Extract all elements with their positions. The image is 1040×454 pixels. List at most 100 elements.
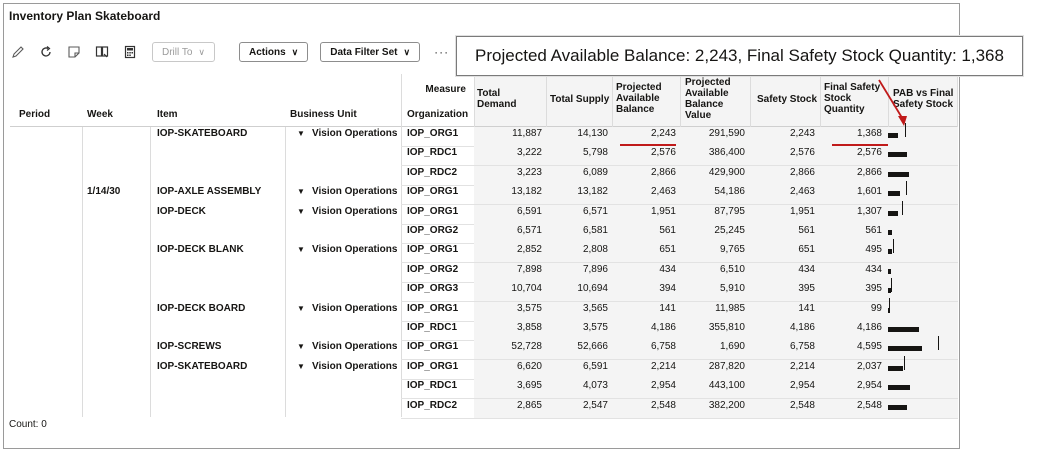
total-supply-cell: 6,089 [582, 167, 608, 178]
final-safety-stock-cell: 2,548 [856, 400, 882, 411]
item-cell [157, 376, 283, 395]
final-safety-stock-cell: 2,576 [856, 147, 882, 158]
table-row[interactable]: IOP-DECK BLANK IOP_ORG1 2,852 2,808 651 9,765… [10, 239, 958, 263]
organization-cell: IOP_ORG1 [407, 361, 459, 372]
header-divider [10, 126, 958, 127]
pab-cell: 2,214 [650, 361, 676, 372]
final-safety-stock-cell: 4,595 [856, 341, 882, 352]
refresh-icon[interactable] [38, 44, 54, 60]
expand-chevron-icon[interactable]: ▼ [297, 129, 305, 138]
col-business-unit[interactable]: Business Unit [290, 109, 357, 120]
col-pab[interactable]: Projected Available Balance [616, 82, 662, 115]
expand-chevron-icon[interactable]: ▼ [297, 245, 305, 254]
note-icon[interactable] [66, 44, 82, 60]
table-row[interactable]: IOP_RDC1 3,222 5,798 2,576 386,400 2,576 2,576 [10, 146, 958, 166]
col-final-safety-stock[interactable]: Final Safety Stock Quantity [824, 82, 881, 115]
total-supply-cell: 52,666 [577, 341, 608, 352]
pab-value-cell: 382,200 [708, 400, 745, 411]
col-divider [150, 127, 151, 417]
col-period[interactable]: Period [19, 109, 51, 120]
calculator-icon[interactable] [122, 44, 138, 60]
item-cell: IOP-DECK BOARD [157, 303, 246, 314]
total-demand-cell: 52,728 [511, 341, 542, 352]
pab-value-cell: 287,820 [708, 361, 745, 372]
more-actions-icon[interactable]: ··· [434, 45, 450, 59]
final-safety-stock-cell: 561 [865, 225, 882, 236]
col-organization[interactable]: Organization [407, 109, 469, 120]
week-cell [87, 357, 147, 376]
safety-stock-cell: 395 [798, 283, 815, 294]
col-divider [82, 127, 83, 417]
final-safety-stock-cell: 1,601 [856, 186, 882, 197]
final-safety-stock-cell: 99 [870, 303, 882, 314]
final-safety-bar [888, 211, 898, 216]
safety-stock-cell: 2,576 [789, 147, 815, 158]
col-pab-vs-final[interactable]: PAB vs Final Safety Stock [893, 88, 954, 110]
organization-cell: IOP_ORG1 [407, 303, 459, 314]
business-unit-cell: Vision Operations [312, 341, 398, 352]
chevron-down-icon: ∨ [291, 46, 299, 57]
drill-to-label: Drill To [162, 46, 193, 58]
organization-cell: IOP_ORG1 [407, 341, 459, 352]
final-safety-bar [888, 269, 891, 274]
table-row[interactable]: 1/14/30 IOP-AXLE ASSEMBLY IOP_ORG1 13,182 13… [10, 181, 958, 205]
week-cell [87, 260, 147, 279]
pab-value-cell: 355,810 [708, 322, 745, 333]
toolbar: Drill To ∨ Actions ∨ Data Filter Set ∨ ··· [10, 42, 449, 62]
final-safety-stock-cell: 2,866 [856, 167, 882, 178]
expand-chevron-icon[interactable]: ▼ [297, 304, 305, 313]
table-row[interactable]: IOP-SCREWS IOP_ORG1 52,728 52,666 6,758 1,690… [10, 336, 958, 360]
week-cell [87, 318, 147, 337]
business-unit-cell: Vision Operations [312, 206, 398, 217]
table-row[interactable]: IOP_RDC1 3,695 4,073 2,954 443,100 2,954 2,954 [10, 376, 958, 399]
week-cell [87, 376, 147, 395]
pab-value-cell: 386,400 [708, 147, 745, 158]
pencil-icon[interactable] [10, 44, 26, 60]
drill-to-button[interactable]: Drill To ∨ [152, 42, 215, 62]
book-icon[interactable] [94, 44, 110, 60]
safety-stock-cell: 1,951 [789, 206, 815, 217]
business-unit-cell: Vision Operations [312, 361, 398, 372]
organization-cell: IOP_ORG1 [407, 244, 459, 255]
row-tint [474, 243, 958, 262]
col-week[interactable]: Week [87, 109, 113, 120]
expand-chevron-icon[interactable]: ▼ [297, 207, 305, 216]
inventory-grid: Period Week Item Business Unit Measure O… [10, 74, 958, 419]
total-demand-cell: 11,887 [512, 128, 542, 139]
col-total-demand[interactable]: Total Demand [477, 88, 517, 110]
col-item[interactable]: Item [157, 109, 178, 120]
data-filter-set-label: Data Filter Set [330, 46, 398, 58]
pab-marker [893, 239, 894, 253]
table-row[interactable]: IOP_ORG3 10,704 10,694 394 5,910 395 395 [10, 278, 958, 302]
safety-stock-cell: 434 [798, 264, 815, 275]
expand-chevron-icon[interactable]: ▼ [297, 362, 305, 371]
expand-chevron-icon[interactable]: ▼ [297, 342, 305, 351]
total-demand-cell: 6,620 [516, 361, 542, 372]
final-safety-bar [888, 405, 907, 410]
organization-cell: IOP_RDC1 [407, 147, 458, 158]
total-supply-cell: 6,571 [582, 206, 608, 217]
col-safety-stock[interactable]: Safety Stock [757, 94, 818, 105]
col-measure[interactable]: Measure [425, 84, 466, 95]
pab-marker [904, 356, 905, 370]
data-filter-set-button[interactable]: Data Filter Set ∨ [320, 42, 421, 62]
total-supply-cell: 6,591 [582, 361, 608, 372]
week-cell [87, 202, 147, 221]
expand-chevron-icon[interactable]: ▼ [297, 187, 305, 196]
item-cell: IOP-AXLE ASSEMBLY [157, 186, 262, 197]
pab-cell: 434 [659, 264, 676, 275]
total-supply-cell: 2,547 [582, 400, 608, 411]
final-safety-bar [888, 327, 919, 332]
row-tint [474, 166, 958, 185]
total-demand-cell: 3,223 [516, 167, 542, 178]
week-cell [87, 221, 147, 240]
organization-cell: IOP_RDC1 [407, 380, 458, 391]
col-pab-value[interactable]: Projected Available Balance Value [685, 77, 731, 121]
table-row[interactable]: IOP_RDC2 2,865 2,547 2,548 382,200 2,548 2,548 [10, 399, 958, 419]
actions-button[interactable]: Actions ∨ [238, 42, 309, 62]
total-demand-cell: 3,575 [516, 303, 542, 314]
col-total-supply[interactable]: Total Supply [550, 94, 610, 105]
table-row[interactable]: IOP-SKATEBOARD IOP_ORG1 6,620 6,591 2,214 287… [10, 356, 958, 380]
pab-marker [905, 123, 906, 137]
final-safety-bar [888, 366, 903, 371]
